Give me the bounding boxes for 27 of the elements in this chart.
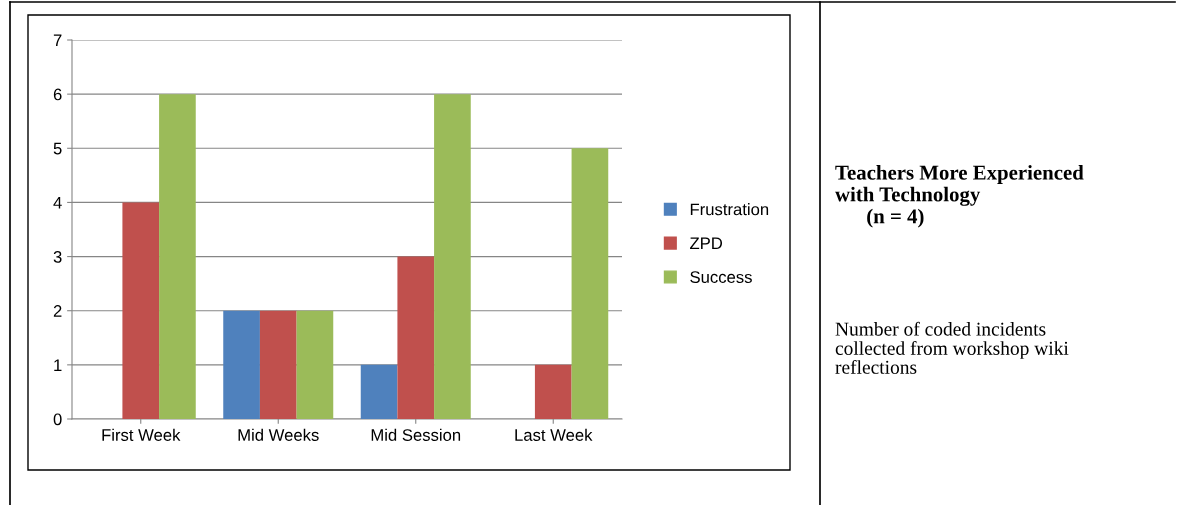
bar (397, 256, 435, 419)
x-tick-label: Mid Weeks (238, 428, 319, 441)
y-tick-label: 0 (53, 413, 62, 426)
bar (571, 148, 609, 419)
text: Number of coded incidents collected from workshop wiki reflections (835, 321, 1069, 374)
legend-label: ZPD (690, 237, 723, 249)
x-tick-label: First Week (102, 428, 181, 441)
x-tick-label: Mid Session (371, 428, 461, 441)
bar (223, 310, 260, 419)
y-tick-label: 1 (54, 359, 62, 371)
bar (534, 364, 572, 419)
bar (434, 94, 471, 419)
bar (122, 202, 160, 419)
y-tick-label: 5 (53, 142, 62, 155)
y-tick-label: 3 (53, 250, 62, 263)
bar (360, 364, 398, 419)
bar (296, 310, 334, 419)
y-tick-label: 4 (53, 197, 62, 209)
y-tick-label: 2 (53, 305, 62, 317)
y-tick-label: 6 (53, 88, 62, 101)
legend-label: Frustration (690, 203, 769, 216)
text: Teachers More Experienced with Technology (n = 4) (835, 165, 1084, 228)
x-tick-label: Last Week (515, 428, 593, 441)
legend-label: Success (690, 271, 752, 283)
bar (159, 94, 196, 419)
y-tick-label: 7 (53, 34, 62, 47)
bar (259, 310, 297, 419)
